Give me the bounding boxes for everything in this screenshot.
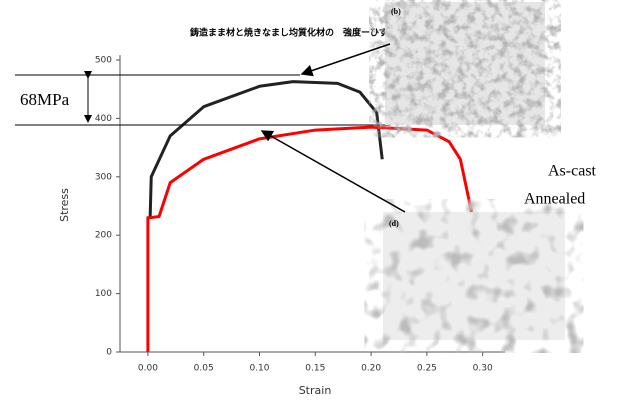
x-tick-label: 0.25 [417,364,437,374]
x-tick-label: 0.00 [138,364,158,374]
series-line [148,80,384,218]
x-tick-label: 0.30 [473,364,493,374]
y-axis-label: Stress [58,188,71,222]
pointer-arrow [300,43,391,77]
y-tick-label: 100 [95,289,112,299]
y-tick-label: 300 [95,172,112,182]
y-tick-label: 500 [95,56,112,66]
micrograph: (d) [383,212,565,340]
pointer-arrow [260,130,406,213]
x-tick-label: 0.05 [194,364,214,374]
plot-area: 0 100 200 300 400 500 0.00 0.05 0.10 0.15 0.20 0.25… [95,55,505,374]
annotation: Annealed [524,191,585,208]
x-axis-label: Strain [299,384,332,397]
image-label: (d) [389,219,399,228]
series-line [146,125,473,352]
y-tick-label: 200 [95,231,112,241]
y-tick-label: 400 [95,114,112,124]
x-tick-label: 0.15 [305,364,325,374]
chart-title: 鋳造まま材と焼きなまし均質化材の 強度ーひずみ曲線 [190,27,415,39]
x-tick-label: 0.20 [361,364,381,374]
y-tick-label: 0 [106,348,112,358]
x-tick-label: 0.10 [249,364,269,374]
annotation: As-cast [548,163,597,180]
micrograph: (b) [385,2,545,125]
difference-label: 68MPa [20,90,70,109]
image-label: (b) [391,7,401,16]
